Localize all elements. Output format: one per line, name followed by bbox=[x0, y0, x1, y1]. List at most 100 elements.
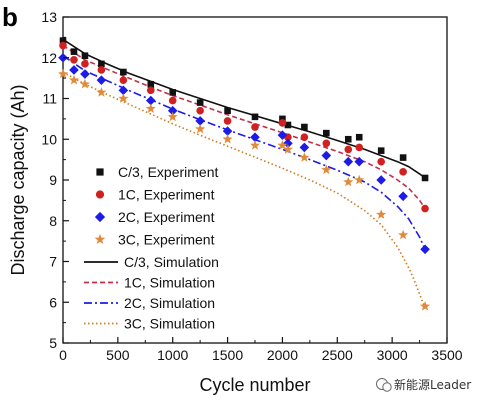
data-point-star bbox=[343, 176, 354, 187]
y-tick-label: 6 bbox=[49, 294, 57, 310]
data-point-circle bbox=[251, 123, 259, 131]
data-point-circle bbox=[97, 66, 106, 74]
data-point-diamond bbox=[277, 130, 288, 140]
data-point-square bbox=[344, 135, 352, 143]
data-point-star bbox=[118, 93, 129, 103]
data-point-star bbox=[222, 133, 233, 144]
data-point-square bbox=[169, 89, 177, 96]
y-axis-label: Discharge capacity (Ah) bbox=[8, 84, 28, 275]
data-point-star bbox=[277, 140, 288, 150]
data-point-star bbox=[354, 174, 365, 185]
data-point-square bbox=[96, 168, 104, 176]
data-point-diamond bbox=[118, 85, 129, 96]
data-point-square bbox=[147, 80, 155, 88]
x-tick-label: 2500 bbox=[322, 347, 353, 363]
legend-entry-experiment: C/3, Experiment bbox=[96, 164, 218, 180]
data-point-star bbox=[79, 78, 90, 89]
data-point-circle bbox=[168, 96, 177, 105]
data-point-square bbox=[251, 113, 259, 121]
data-point-circle bbox=[223, 117, 232, 125]
data-point-square bbox=[421, 174, 429, 182]
data-point-star bbox=[145, 103, 156, 113]
data-point-diamond bbox=[398, 191, 408, 202]
data-point-square bbox=[224, 107, 231, 115]
data-point-square bbox=[120, 68, 127, 76]
plot-frame bbox=[62, 16, 448, 344]
y-tick-label: 8 bbox=[49, 213, 57, 229]
data-point-circle bbox=[196, 106, 204, 115]
legend-entry-simulation: 2C, Simulation bbox=[84, 295, 215, 311]
legend-label: 3C, Experiment bbox=[118, 232, 215, 248]
data-point-circle bbox=[377, 157, 385, 166]
legend-label: 1C, Simulation bbox=[124, 275, 215, 291]
y-tick-label: 10 bbox=[41, 131, 57, 147]
data-point-circle bbox=[399, 168, 407, 176]
y-tick-label: 9 bbox=[49, 172, 57, 188]
data-point-diamond bbox=[376, 175, 386, 185]
simulation-line bbox=[62, 71, 426, 309]
data-point-star bbox=[420, 301, 431, 311]
data-point-star bbox=[96, 87, 107, 97]
plot-area bbox=[62, 16, 448, 344]
data-point-star bbox=[68, 74, 79, 85]
y-tick-label: 11 bbox=[42, 91, 57, 107]
experiment-markers bbox=[58, 37, 431, 311]
y-tick-label: 7 bbox=[49, 254, 57, 270]
data-point-star bbox=[282, 144, 293, 154]
data-point-square bbox=[355, 133, 363, 141]
data-point-square bbox=[377, 147, 385, 154]
legend: C/3, Experiment 1C, Experiment 2C, Experim… bbox=[84, 164, 219, 332]
data-point-diamond bbox=[420, 244, 430, 255]
x-tick-label: 3500 bbox=[431, 347, 462, 363]
data-point-diamond bbox=[94, 211, 106, 223]
data-point-circle bbox=[355, 143, 364, 152]
data-point-diamond bbox=[195, 116, 205, 126]
data-point-star bbox=[398, 229, 409, 240]
data-point-circle bbox=[322, 139, 331, 148]
data-point-diamond bbox=[343, 156, 354, 167]
data-point-square bbox=[399, 154, 407, 161]
data-point-square bbox=[98, 60, 105, 68]
data-point-diamond bbox=[69, 65, 79, 75]
data-point-star bbox=[321, 164, 332, 175]
data-point-square bbox=[284, 121, 292, 129]
y-tick-label: 12 bbox=[41, 50, 57, 66]
legend-entry-experiment: 3C, Experiment bbox=[94, 232, 215, 248]
data-point-circle bbox=[146, 86, 155, 95]
legend-entry-experiment: 2C, Experiment bbox=[94, 209, 215, 225]
data-point-diamond bbox=[222, 126, 233, 136]
simulation-line bbox=[62, 44, 426, 209]
data-point-star bbox=[376, 209, 387, 219]
legend-entry-simulation: C/3, Simulation bbox=[84, 254, 219, 270]
legend-entry-experiment: 1C, Experiment bbox=[95, 187, 215, 203]
watermark-text: 新能源Leader bbox=[394, 377, 471, 392]
x-tick-label: 1500 bbox=[212, 347, 243, 363]
data-point-square bbox=[323, 129, 330, 137]
data-point-diamond bbox=[321, 150, 332, 161]
x-axis-label: Cycle number bbox=[199, 375, 310, 395]
data-point-star bbox=[195, 123, 206, 134]
legend-label: 1C, Experiment bbox=[118, 187, 215, 203]
legend-label: C/3, Experiment bbox=[118, 164, 218, 180]
data-point-square bbox=[59, 37, 67, 44]
data-point-diamond bbox=[354, 156, 365, 167]
data-point-square bbox=[70, 48, 78, 55]
data-point-diamond bbox=[167, 105, 178, 116]
y-tick-label: 13 bbox=[41, 9, 57, 25]
legend-entry-simulation: 1C, Simulation bbox=[84, 275, 215, 291]
data-point-diamond bbox=[80, 69, 90, 79]
x-tick-label: 3000 bbox=[377, 347, 408, 363]
data-point-diamond bbox=[145, 95, 156, 106]
wechat-icon bbox=[376, 378, 392, 392]
data-point-circle bbox=[119, 76, 128, 84]
legend-entry-simulation: 3C, Simulation bbox=[84, 316, 215, 332]
y-tick-label: 5 bbox=[49, 335, 57, 351]
data-point-circle bbox=[344, 145, 353, 154]
data-point-circle bbox=[278, 119, 287, 127]
legend-label: 3C, Simulation bbox=[124, 316, 215, 332]
data-point-circle bbox=[95, 190, 105, 199]
data-point-star bbox=[167, 111, 178, 122]
watermark: 新能源Leader bbox=[376, 377, 471, 392]
data-point-square bbox=[301, 123, 308, 131]
